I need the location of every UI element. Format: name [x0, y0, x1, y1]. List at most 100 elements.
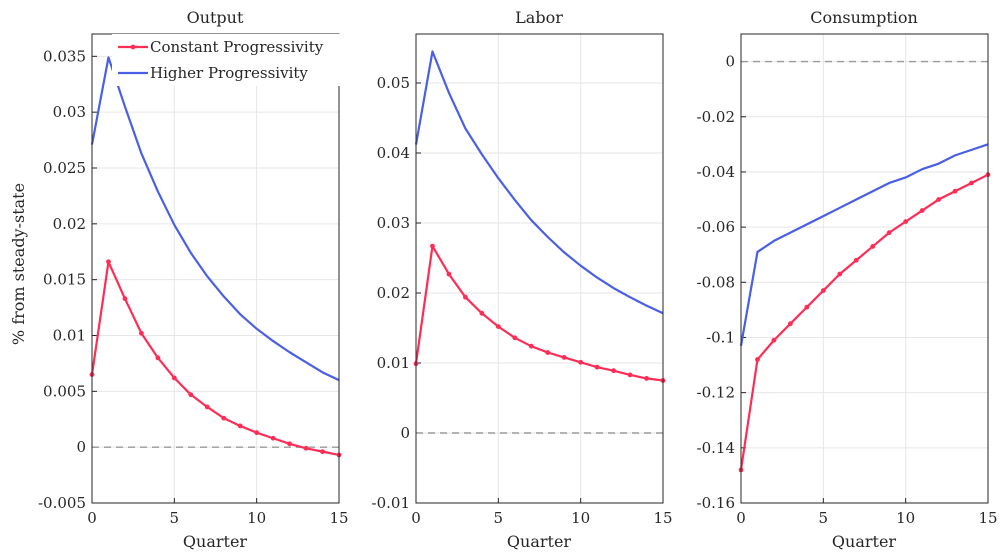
y-tick-label: -0.005	[38, 494, 86, 512]
series-constant-point	[578, 359, 584, 365]
legend: Constant Progressivity Higher Progressiv…	[112, 34, 340, 86]
series-constant-point	[479, 310, 485, 316]
series-constant-point	[155, 355, 161, 361]
series-constant-point	[755, 357, 760, 362]
y-tick-label: 0.035	[43, 47, 86, 65]
y-tick-label: 0	[725, 53, 735, 71]
series-constant-point	[171, 375, 177, 381]
x-tick-label: 15	[653, 509, 672, 527]
x-tick-label: 10	[247, 509, 266, 527]
x-tick-label: 0	[736, 509, 746, 527]
x-axis-label: Quarter	[183, 532, 248, 551]
x-tick-label: 15	[329, 509, 348, 527]
series-constant-point	[303, 445, 309, 451]
axes-frame	[740, 33, 989, 504]
panel-title: Consumption	[810, 8, 918, 27]
series-constant-point	[936, 197, 941, 202]
y-tick-label: 0.005	[43, 382, 86, 400]
legend-item-higher: Higher Progressivity	[118, 64, 308, 82]
x-tick-label: 0	[411, 509, 421, 527]
y-tick-label: 0.025	[43, 159, 86, 177]
panel-consumption: 0 5 10 15 -0.16 -0.14 -0.12 -0.1 -0.08 -0.06 -0.04…	[697, 8, 998, 551]
y-tick-label: 0.05	[377, 74, 410, 92]
series-constant-point	[561, 355, 567, 360]
y-tick-label: 0.01	[53, 327, 86, 345]
y-tick-label: -0.06	[697, 218, 735, 236]
y-tick-label: -0.12	[697, 384, 735, 402]
series-higher-line	[414, 50, 664, 315]
series-constant-point	[611, 368, 616, 374]
y-tick-label: 0.03	[53, 103, 86, 121]
series-constant-point	[221, 415, 227, 421]
series-constant-point	[627, 372, 633, 378]
series-constant-point	[870, 244, 876, 249]
series-constant-line	[90, 260, 340, 457]
series-constant-point	[886, 230, 892, 236]
x-axis-label: Quarter	[507, 532, 572, 551]
y-tick-label: -0.16	[697, 494, 735, 512]
series-constant-point	[237, 423, 243, 429]
y-tick-label: 0.01	[377, 354, 410, 372]
series-constant-point	[771, 337, 777, 343]
y-tick-label: 0.04	[377, 144, 410, 162]
series-constant-line	[414, 245, 664, 382]
series-constant-point	[287, 441, 292, 447]
series-constant-point	[952, 188, 958, 194]
y-tick-label: 0.02	[377, 284, 410, 302]
plot-area: 0 5 10 15 -0.16 -0.14 -0.12 -0.1 -0.08 -0.06 -0.04…	[697, 33, 998, 527]
y-tick-label: 0.03	[377, 214, 410, 232]
series-constant-point	[495, 324, 501, 329]
legend-marker-constant	[130, 44, 136, 50]
series-constant-point	[139, 330, 144, 336]
y-tick-label: 0.02	[53, 215, 86, 233]
y-tick-label: -0.1	[706, 328, 735, 346]
series-constant-point	[463, 294, 468, 300]
axes-frame	[415, 33, 664, 504]
series-constant-line	[739, 173, 989, 471]
series-constant-point	[545, 350, 551, 355]
series-constant-point	[270, 435, 276, 441]
plot-area: 0 5 10 15-0.00500.0050.010.0150.020.0250.03…	[38, 33, 349, 527]
y-tick-label: -0.08	[697, 273, 735, 291]
series-constant-point	[254, 430, 260, 436]
series-constant-point	[430, 243, 435, 249]
panel-output: 0 5 10 15-0.00500.0050.010.0150.020.0250.03…	[38, 8, 349, 551]
y-tick-label: -0.14	[697, 439, 735, 457]
legend-box	[112, 34, 340, 86]
series-constant-point	[837, 271, 843, 277]
panel-title: Labor	[515, 8, 563, 27]
x-tick-label: 0	[87, 509, 97, 527]
x-axis-label: Quarter	[832, 532, 897, 551]
x-tick-label: 10	[571, 509, 590, 527]
series-constant-point	[804, 304, 810, 310]
series-constant-point	[512, 335, 518, 341]
x-tick-label: 5	[494, 509, 504, 527]
series-constant-point	[594, 364, 600, 370]
series-constant-point	[188, 392, 194, 398]
series-constant-point	[204, 404, 210, 410]
series-constant-point	[320, 449, 325, 455]
legend-item-constant: Constant Progressivity	[118, 38, 324, 56]
y-tick-label: 0	[76, 438, 86, 456]
legend-label-constant: Constant Progressivity	[150, 38, 324, 56]
y-axis-label: % from steady-state	[9, 183, 28, 345]
series-constant-point	[106, 259, 111, 265]
y-tick-label: 0.015	[43, 271, 86, 289]
series-constant-point	[820, 288, 826, 293]
series-constant-point	[853, 257, 859, 263]
series-constant-point	[969, 180, 974, 186]
series-constant-point	[644, 376, 649, 381]
panel-title: Output	[187, 8, 244, 27]
y-tick-label: -0.04	[697, 163, 735, 181]
axes-frame	[91, 33, 340, 504]
series-higher-line	[90, 56, 340, 382]
x-tick-label: 5	[819, 509, 829, 527]
series-constant-point	[122, 296, 128, 302]
series-constant-point	[919, 208, 925, 213]
legend-label-higher: Higher Progressivity	[150, 64, 308, 82]
series-constant-point	[903, 219, 909, 225]
x-tick-label: 15	[978, 509, 997, 527]
